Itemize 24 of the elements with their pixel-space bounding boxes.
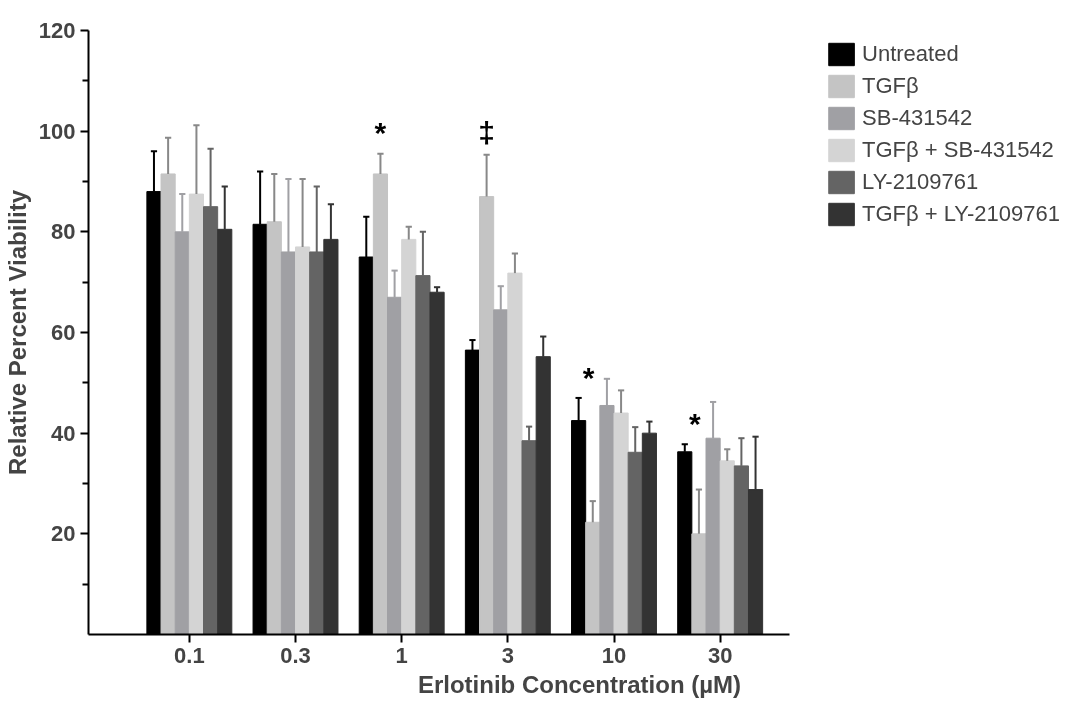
y-tick-label: 20 [51,521,76,547]
x-axis-title: Erlotinib Concentration (µM) [417,670,742,698]
y-tick-label: 100 [38,118,76,144]
x-tick-label: 0.3 [280,642,311,668]
annotation: * [582,360,595,394]
annotation: ‡ [478,115,495,149]
annotation: * [688,407,701,441]
x-tick-label: 30 [707,642,733,668]
legend-label: LY-2109761 [862,169,979,195]
legend-label: TGFβ [862,73,919,99]
y-tick-label: 60 [51,320,76,345]
annotation: * [374,115,387,149]
y-axis-title: Relative Percent Viability [3,189,31,476]
x-tick-label: 0.1 [174,642,205,668]
y-tick-label: 40 [51,420,76,446]
x-tick-label: 3 [501,642,514,668]
legend-label: Untreated [862,41,959,67]
legend-label: SB-431542 [862,105,973,131]
y-tick-label: 120 [38,18,76,43]
y-tick-label: 80 [51,219,76,245]
x-tick-label: 10 [601,642,627,668]
legend-label: TGFβ + LY-2109761 [862,201,1060,227]
x-tick-label: 1 [395,642,408,668]
legend-label: TGFβ + SB-431542 [862,137,1054,163]
